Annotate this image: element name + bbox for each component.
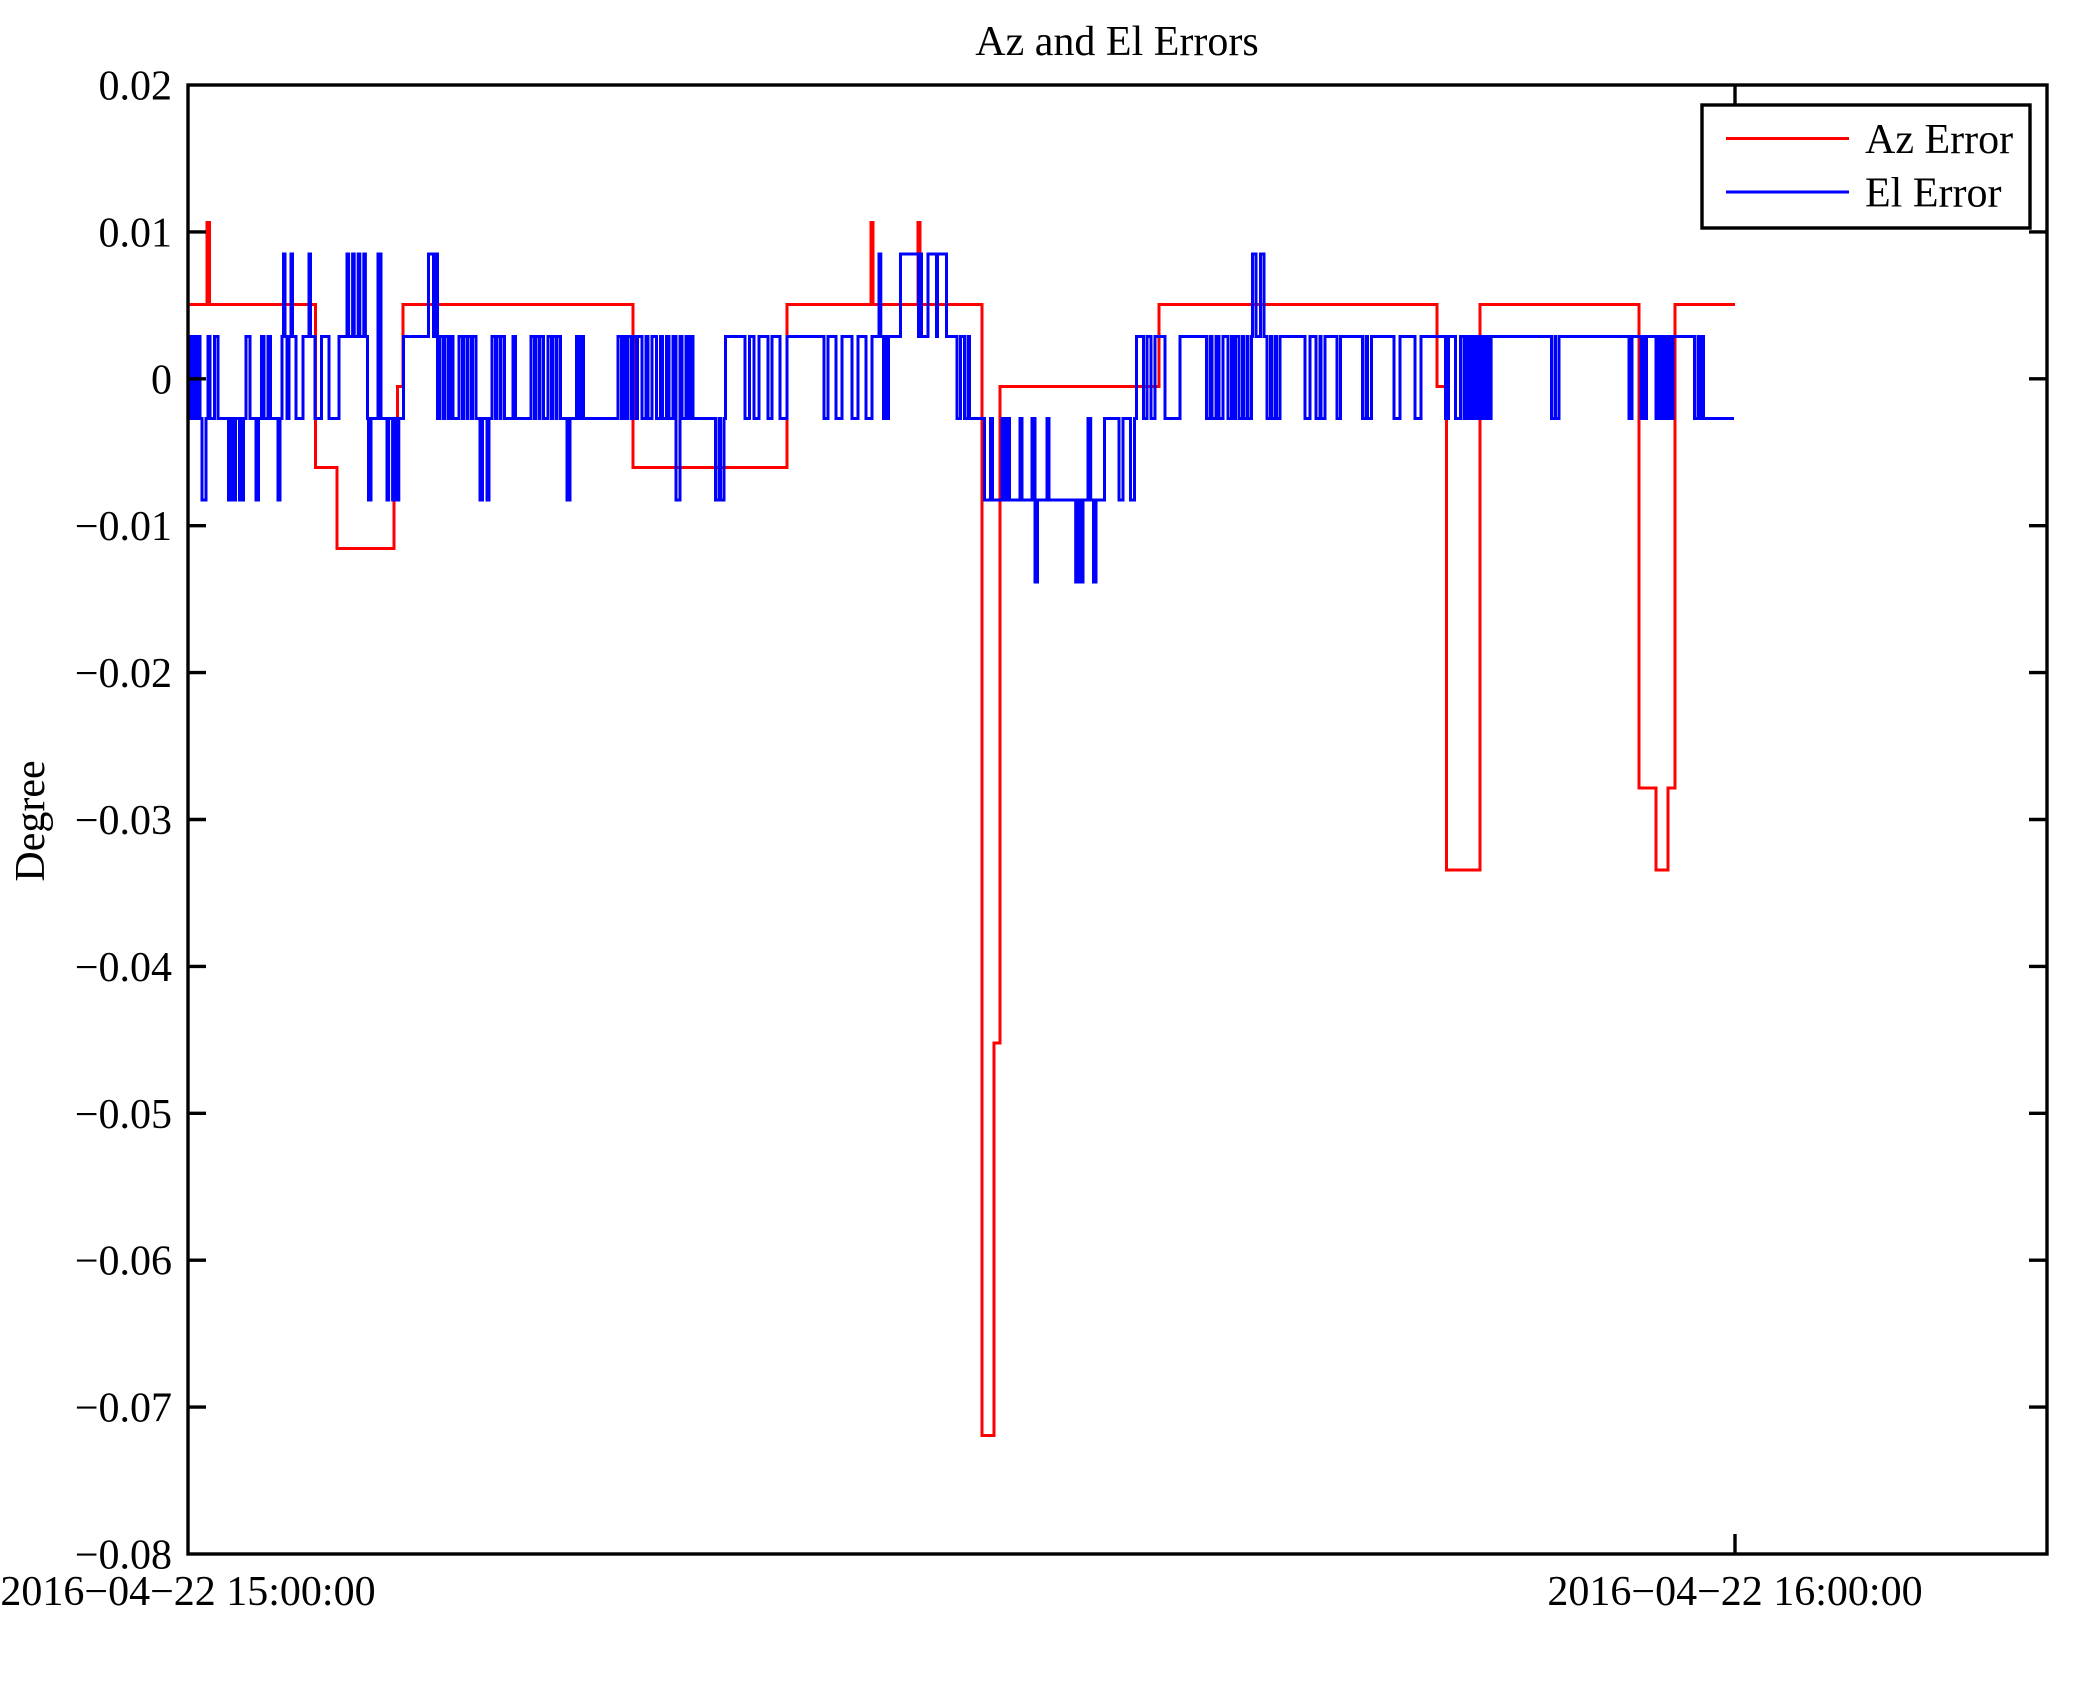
svg-text:2016−04−22 15:00:00: 2016−04−22 15:00:00 (0, 1569, 375, 1615)
svg-text:−0.02: −0.02 (75, 651, 172, 697)
svg-text:0.01: 0.01 (99, 210, 173, 256)
svg-text:−0.08: −0.08 (75, 1533, 172, 1579)
svg-text:2016−04−22 16:00:00: 2016−04−22 16:00:00 (1547, 1569, 1922, 1615)
svg-text:−0.03: −0.03 (75, 798, 172, 844)
svg-text:−0.07: −0.07 (75, 1386, 172, 1432)
svg-text:El Error: El Error (1865, 171, 2001, 217)
svg-text:−0.01: −0.01 (75, 504, 172, 550)
svg-text:0.02: 0.02 (99, 64, 173, 110)
svg-text:0: 0 (151, 357, 172, 403)
svg-text:Az Error: Az Error (1865, 117, 2013, 163)
svg-text:−0.06: −0.06 (75, 1239, 172, 1285)
svg-text:Degree: Degree (8, 760, 54, 881)
svg-text:−0.04: −0.04 (75, 945, 172, 991)
svg-text:−0.05: −0.05 (75, 1092, 172, 1138)
svg-text:Az and El Errors: Az and El Errors (975, 19, 1258, 65)
